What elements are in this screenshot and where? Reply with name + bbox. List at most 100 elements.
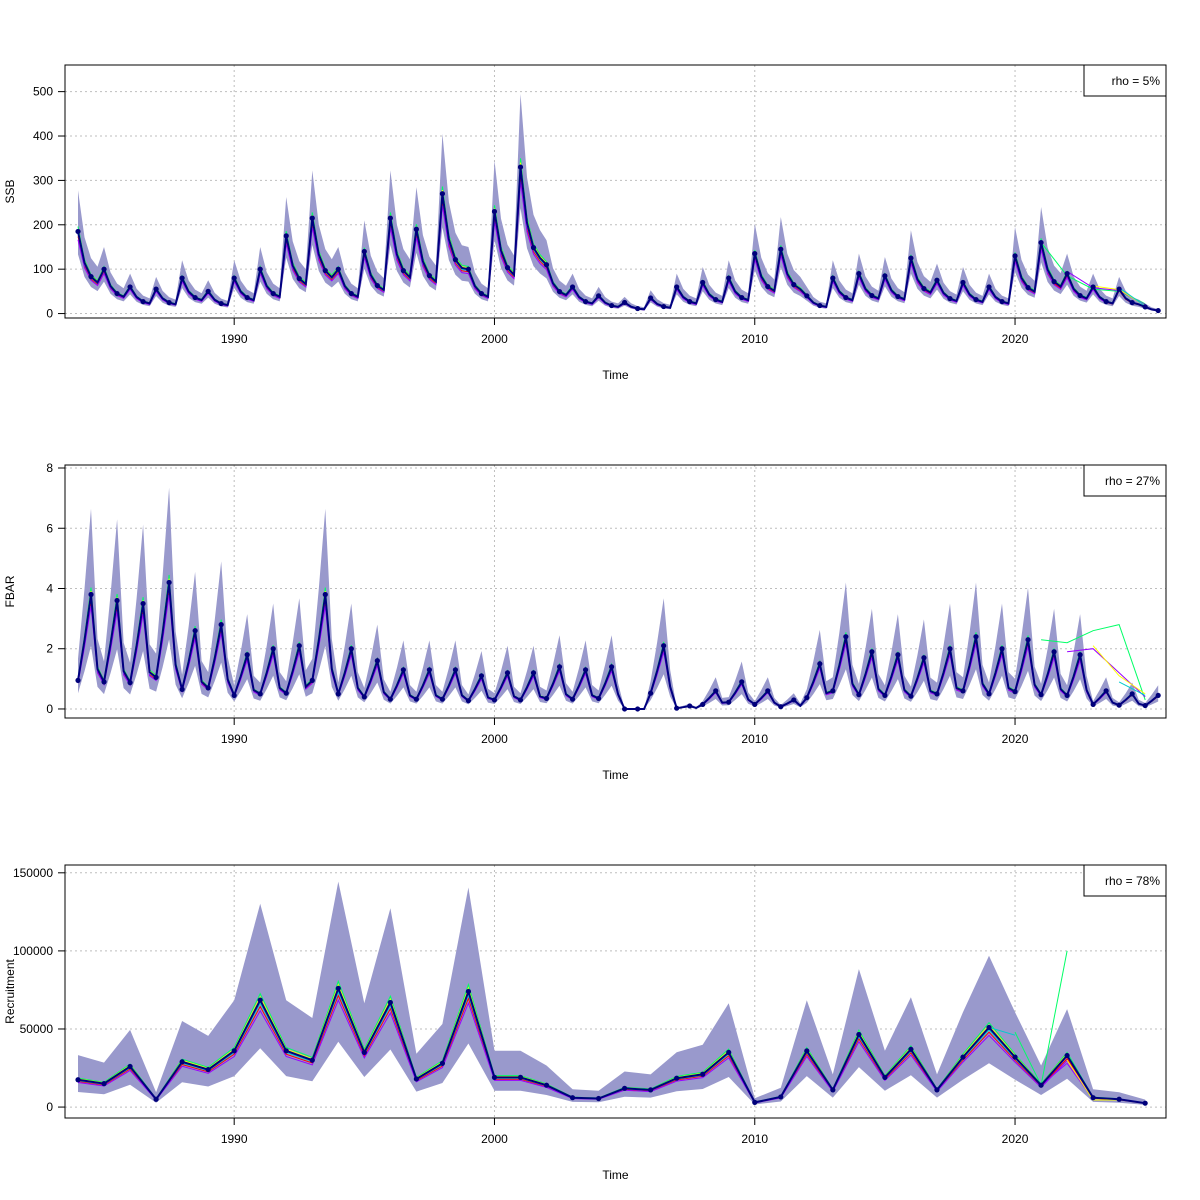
ssb-point xyxy=(452,257,459,263)
fbar-point xyxy=(921,655,927,661)
ssb-point xyxy=(713,296,719,303)
ssb-y-tick-label: 200 xyxy=(33,218,53,232)
ssb-point xyxy=(491,208,498,215)
fbar-point xyxy=(153,674,159,680)
ssb-point xyxy=(75,228,81,235)
ssb-point xyxy=(700,279,706,286)
ssb-point xyxy=(843,294,849,301)
ssb-point xyxy=(582,298,589,305)
recruitment-x-axis-title: Time xyxy=(602,1168,629,1182)
ssb-x-tick-label: 2000 xyxy=(481,332,508,346)
fbar-x-tick-label: 2020 xyxy=(1002,732,1029,746)
fbar-y-tick-label: 0 xyxy=(46,702,53,716)
ssb-point xyxy=(439,191,446,197)
fbar-point xyxy=(335,691,341,697)
recruitment-point xyxy=(283,1048,289,1054)
fbar-point xyxy=(1090,701,1096,708)
fbar-point xyxy=(465,698,472,704)
recruitment-point xyxy=(439,1060,446,1066)
recruitment-point xyxy=(908,1046,914,1052)
fbar-point xyxy=(635,706,641,712)
fbar-point xyxy=(648,690,654,696)
recruitment-retro-tail-4 xyxy=(988,1026,1016,1036)
ssb-point xyxy=(687,298,693,305)
ssb-point xyxy=(739,294,745,301)
recruitment-point xyxy=(1142,1100,1148,1106)
ssb-point xyxy=(166,299,172,306)
recruitment-point xyxy=(960,1054,966,1060)
fbar-point xyxy=(1038,692,1044,698)
ssb-point xyxy=(231,275,237,281)
fbar-point xyxy=(556,664,563,670)
ssb-point xyxy=(335,266,341,272)
recruitment-legend-box xyxy=(1083,864,1167,897)
fbar-point xyxy=(491,697,498,703)
fbar-point xyxy=(595,695,602,702)
recruitment-y-axis-title: Recruitment xyxy=(3,958,17,1023)
fbar-point xyxy=(687,703,693,709)
fbar-point xyxy=(296,643,302,649)
fbar-point xyxy=(140,600,146,607)
fbar-confidence-band xyxy=(78,487,1159,709)
fbar-y-tick-label: 6 xyxy=(46,521,53,535)
ssb-point xyxy=(973,296,979,303)
ssb-point xyxy=(465,266,472,272)
fbar-point xyxy=(739,679,745,685)
ssb-point xyxy=(1129,299,1135,306)
fbar-point xyxy=(765,688,771,694)
ssb-point xyxy=(270,290,276,297)
fbar-point xyxy=(452,667,459,673)
recruitment-point xyxy=(934,1087,940,1093)
ssb-point xyxy=(882,273,888,279)
fbar-point xyxy=(348,646,354,652)
recruitment-point xyxy=(1116,1096,1122,1102)
ssb-point xyxy=(140,298,146,305)
ssb-point xyxy=(244,294,250,301)
ssb-point xyxy=(361,248,367,255)
fbar-point xyxy=(1142,702,1148,709)
ssb-point xyxy=(543,262,550,268)
ssb-point xyxy=(752,251,758,257)
ssb-point xyxy=(322,268,328,274)
ssb-point xyxy=(413,226,419,232)
ssb-point xyxy=(1116,286,1122,292)
fbar-legend-box xyxy=(1083,464,1167,497)
ssb-point xyxy=(895,293,901,300)
fbar-point xyxy=(127,680,133,686)
fbar-point xyxy=(778,704,784,710)
fbar-legend-text: rho = 27% xyxy=(1105,474,1160,488)
ssb-point xyxy=(114,290,120,297)
fbar-point xyxy=(791,697,797,703)
recruitment-point xyxy=(543,1082,550,1088)
ssb-point xyxy=(179,275,185,281)
fbar-point xyxy=(426,667,432,673)
ssb-point xyxy=(908,255,914,261)
ssb-y-axis-title: SSB xyxy=(3,179,17,203)
ssb-point xyxy=(1051,279,1057,285)
recruitment-point xyxy=(75,1077,81,1083)
ssb-y-tick-label: 0 xyxy=(46,307,53,321)
fbar-point xyxy=(674,705,680,711)
ssb-retro-peel-3 xyxy=(77,181,1107,311)
ssb-point xyxy=(556,288,563,295)
ssb-point xyxy=(1025,284,1031,291)
ssb-point xyxy=(309,215,315,221)
ssb-point xyxy=(960,279,966,286)
recruitment-x-tick-label: 2010 xyxy=(741,1132,768,1146)
recruitment-point xyxy=(1012,1054,1018,1060)
fbar-point xyxy=(622,706,628,712)
ssb-point xyxy=(1155,307,1161,314)
fbar-point xyxy=(817,661,823,667)
recruitment-y-tick-label: 150000 xyxy=(13,866,53,880)
recruitment-point xyxy=(153,1096,159,1102)
fbar-point xyxy=(88,591,94,598)
recruitment-point xyxy=(986,1024,992,1031)
fbar-point xyxy=(543,695,550,702)
fbar-x-tick-label: 2000 xyxy=(481,732,508,746)
ssb-point xyxy=(674,284,680,290)
recruitment-point xyxy=(648,1087,654,1093)
ssb-point xyxy=(622,299,628,306)
ssb-x-tick-label: 1990 xyxy=(221,332,248,346)
fbar-point xyxy=(830,688,836,694)
ssb-point xyxy=(530,245,537,251)
